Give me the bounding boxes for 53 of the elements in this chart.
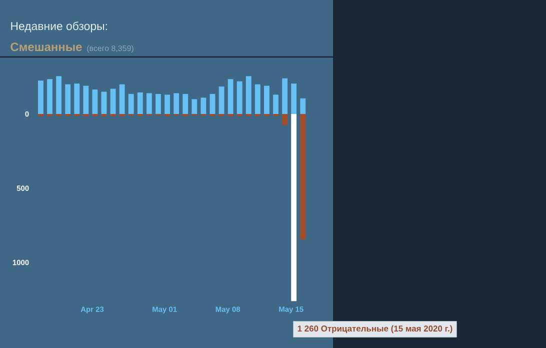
bar: [119, 114, 125, 116]
bar: [300, 98, 306, 114]
bar: [38, 80, 44, 114]
bar: [236, 81, 242, 114]
bar: [218, 86, 224, 114]
bar: [74, 84, 80, 114]
bar: [246, 114, 252, 116]
bar: [119, 84, 125, 114]
chart-title: Недавние обзоры:: [11, 22, 107, 32]
bar: [47, 114, 52, 116]
bar: [110, 88, 116, 114]
annotation: 1 260 Отрицательные (15 мая 2020 г.): [298, 325, 452, 334]
bar: [264, 114, 270, 116]
bar: [228, 114, 234, 116]
bar: [200, 98, 206, 114]
bar: [192, 99, 198, 114]
bar: [300, 114, 306, 240]
bar: [137, 114, 143, 116]
bar: [291, 114, 297, 302]
bar: [65, 84, 71, 114]
bar: [282, 114, 288, 126]
bar: [291, 84, 297, 114]
bar: [65, 114, 71, 116]
bar: [182, 114, 188, 116]
bar: [92, 89, 98, 114]
bar: [137, 92, 143, 114]
bar: [156, 94, 161, 114]
bar: [47, 79, 52, 114]
bar: [182, 94, 188, 114]
bar: [236, 114, 242, 116]
bar: [128, 94, 134, 114]
bar: [38, 114, 44, 116]
bar: [56, 76, 62, 114]
bar: [101, 92, 107, 114]
bar: [282, 78, 288, 114]
bar: [83, 86, 89, 114]
bar: [74, 114, 80, 116]
bar: [273, 114, 278, 116]
bar: [164, 94, 170, 114]
bar: [254, 84, 260, 114]
bar: [210, 94, 216, 114]
bar: [56, 114, 62, 116]
chart-subtitle: Смешанные: [10, 42, 82, 52]
bar: [254, 114, 260, 116]
bar: [92, 114, 98, 116]
bar: [273, 94, 278, 114]
bar: [174, 93, 180, 114]
bar: [164, 114, 170, 116]
bar: [228, 79, 234, 114]
bar: [264, 86, 270, 114]
bar: [246, 76, 252, 114]
bar: [146, 93, 152, 114]
bar: [83, 114, 89, 116]
